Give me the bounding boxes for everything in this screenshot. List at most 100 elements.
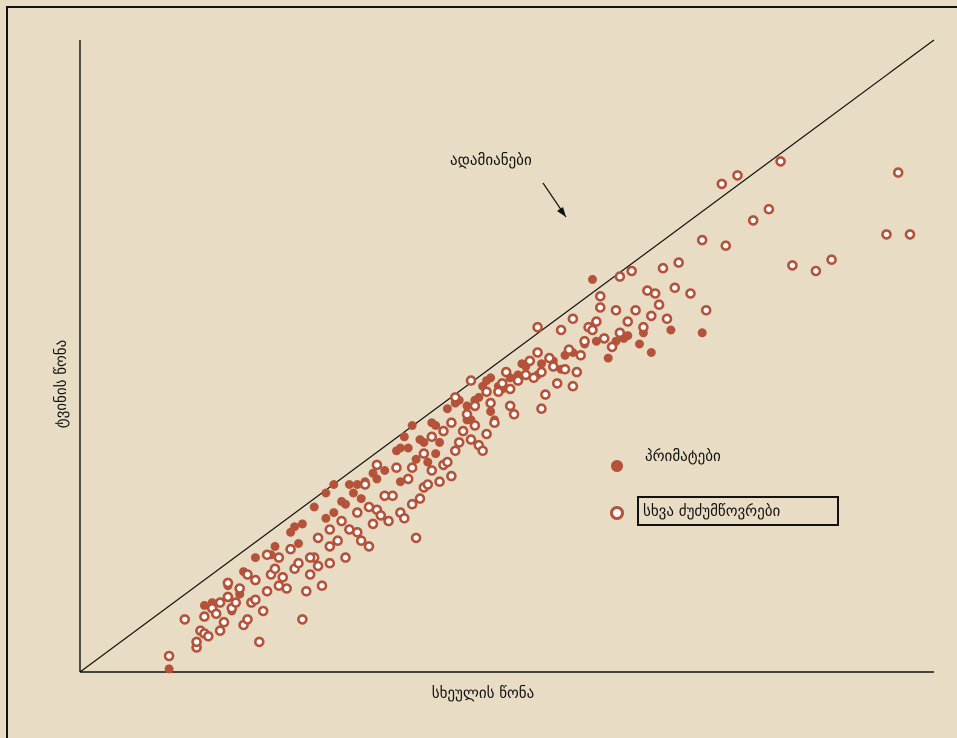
mammal-point <box>242 569 253 580</box>
mammal-point <box>336 515 347 527</box>
mammal-point <box>610 304 622 316</box>
primate-point <box>407 421 417 430</box>
mammal-point <box>512 375 524 386</box>
legend-label-primates: პრიმატები <box>645 447 721 465</box>
mammal-point <box>653 299 665 311</box>
mammal-point <box>881 229 892 240</box>
mammal-point <box>528 372 540 384</box>
mammal-point <box>504 383 516 395</box>
mammal-point <box>630 304 641 316</box>
mammal-point <box>657 262 669 274</box>
annotation-label: ადამიანები <box>450 151 532 169</box>
primate-point <box>372 474 382 484</box>
mammal-point <box>375 510 387 521</box>
mammal-point <box>363 541 375 552</box>
mammal-point <box>285 543 296 555</box>
mammal-point <box>622 316 634 327</box>
mammal-point <box>406 462 418 474</box>
legend-marker-primates <box>611 460 623 472</box>
mammal-point <box>787 260 798 271</box>
mammal-point <box>250 574 261 586</box>
mammal-point <box>222 591 234 603</box>
mammal-point <box>810 265 822 277</box>
mammal-point <box>508 408 520 420</box>
mammal-point <box>598 333 610 344</box>
mammal-point <box>383 515 394 527</box>
primate-point <box>603 353 613 363</box>
mammal-point <box>438 425 449 437</box>
mammal-point <box>300 585 312 597</box>
mammal-point <box>218 616 230 628</box>
primate-point <box>419 437 429 447</box>
primate-point <box>486 407 496 416</box>
mammal-point <box>532 347 543 358</box>
mammal-point <box>763 203 775 215</box>
mammal-point <box>359 479 371 490</box>
primate-point <box>294 539 303 548</box>
mammal-point <box>563 344 575 356</box>
mammal-point <box>351 526 363 538</box>
mammal-point <box>567 313 579 325</box>
series-other-mammals <box>163 156 916 662</box>
mammal-point <box>304 552 316 563</box>
primate-point <box>309 502 319 512</box>
primate-point <box>399 432 409 442</box>
mammal-point <box>446 417 457 429</box>
mammal-point <box>426 465 438 476</box>
mammal-point <box>340 552 351 563</box>
mammal-point <box>418 448 430 459</box>
series-primates <box>164 274 707 674</box>
mammal-point <box>575 349 587 361</box>
primate-point <box>635 339 644 349</box>
mammal-point <box>254 636 265 648</box>
mammal-point <box>567 380 579 392</box>
mammal-point <box>700 304 712 316</box>
mammal-point <box>481 386 492 398</box>
mammal-point <box>465 375 477 386</box>
mammal-point <box>591 316 602 327</box>
mammal-point <box>477 445 489 457</box>
mammal-point <box>826 254 837 265</box>
mammal-point <box>453 437 465 448</box>
mammal-point <box>892 167 904 178</box>
mammal-point <box>297 614 308 625</box>
figure-frame: ადამიანები სხეულის წონა ტვინის წონა პრიმ… <box>6 6 957 738</box>
primate-point <box>666 325 676 335</box>
mammal-point <box>559 363 571 375</box>
mammal-point <box>469 400 481 412</box>
mammal-point <box>461 408 473 420</box>
mammal-point <box>312 532 324 544</box>
legend-label-box <box>637 496 839 526</box>
mammal-point <box>367 518 379 530</box>
primate-point <box>380 466 390 475</box>
mammal-point <box>179 614 191 625</box>
mammal-point <box>544 352 555 364</box>
mammal-point <box>324 541 336 552</box>
legend-label-other-mammals: სხვა ძუძუმწოვრები <box>643 502 780 520</box>
mammal-point <box>685 288 696 299</box>
mammal-point <box>312 560 324 572</box>
primate-point <box>348 488 358 498</box>
mammal-point <box>434 476 445 488</box>
mammal-point <box>222 577 234 589</box>
annotation-arrowhead <box>557 207 566 217</box>
mammal-point <box>485 397 496 409</box>
mammal-point <box>410 532 422 544</box>
mammal-point <box>442 456 453 468</box>
mammal-point <box>261 549 273 561</box>
mammal-point <box>555 324 567 336</box>
mammal-point <box>210 608 222 620</box>
mammal-point <box>242 614 253 625</box>
primate-point <box>435 437 445 447</box>
primate-point <box>321 513 331 523</box>
primate-point <box>431 421 441 430</box>
mammal-point <box>457 425 469 437</box>
mammal-point <box>732 170 743 181</box>
mammal-point <box>402 473 414 485</box>
primate-point <box>329 480 339 489</box>
mammal-point <box>540 389 551 400</box>
mammal-point <box>720 240 732 251</box>
mammal-point <box>638 321 649 333</box>
mammal-point <box>626 265 638 277</box>
mammal-point <box>696 234 708 246</box>
